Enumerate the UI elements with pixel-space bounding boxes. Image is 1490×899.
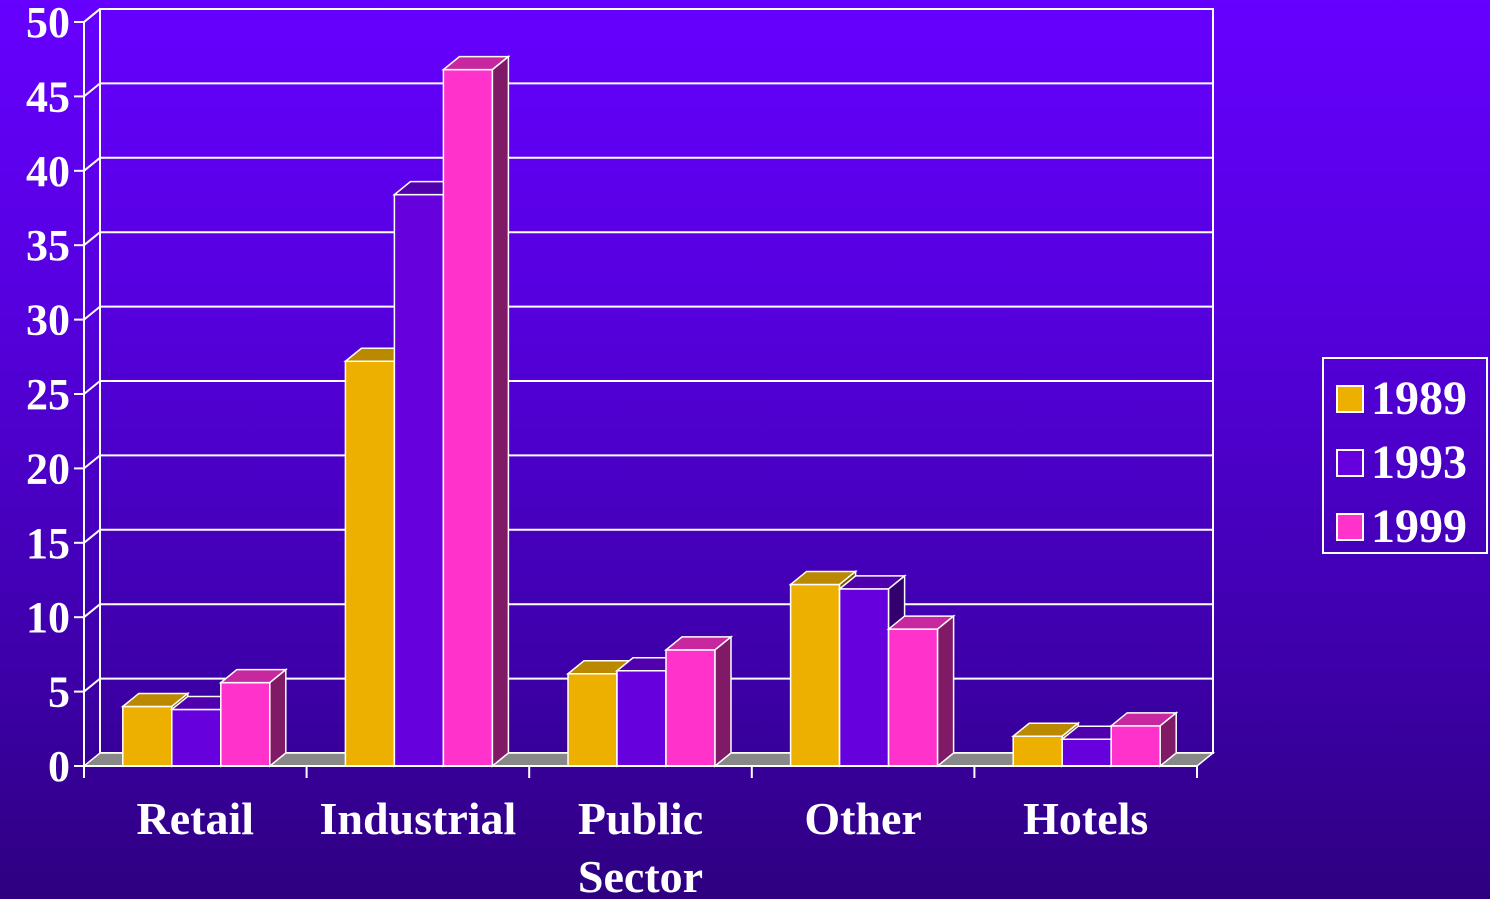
bar-side (1159, 711, 1177, 768)
gridline-side (83, 8, 101, 23)
bar-other-1999 (886, 614, 956, 768)
bar-front (122, 705, 173, 767)
legend-label-1999: 1999 (1371, 500, 1467, 553)
x-tick-label-line: Sector (578, 851, 703, 899)
x-tick-label-line: Industrial (319, 793, 516, 844)
bar-front (616, 670, 667, 767)
bar-front (171, 708, 222, 767)
grid-layer (83, 8, 1214, 754)
gridline-side (83, 380, 101, 395)
x-tick-label-line: Public (578, 793, 703, 844)
bar-front (1061, 738, 1112, 767)
gridline-side (83, 231, 101, 246)
bars-layer (120, 55, 1179, 768)
x-tick-label-retail: Retail (137, 793, 255, 844)
gridline-side (83, 82, 101, 98)
y-tick-label: 15 (26, 519, 70, 568)
x-tick-label-line: Other (804, 793, 922, 844)
legend-label-1993: 1993 (1371, 436, 1467, 489)
bar-hotels-1999 (1109, 711, 1179, 768)
y-tick-label: 25 (26, 370, 70, 419)
y-tick-label: 5 (48, 668, 70, 717)
bar-front (838, 588, 890, 767)
x-tick-label-line: Hotels (1023, 793, 1148, 844)
gridline-side (83, 603, 101, 618)
x-tick-label-public-sector: Public Sector (578, 793, 703, 899)
legend-box (1322, 357, 1488, 554)
gridline-side (83, 529, 101, 544)
y-tick-label: 0 (48, 742, 70, 791)
bar-side (491, 55, 510, 768)
y-tick-label: 40 (26, 147, 70, 196)
y-tick-label: 50 (26, 0, 70, 47)
legend-swatch-1999 (1336, 513, 1364, 541)
bar-front (442, 68, 494, 767)
gridline-side (83, 454, 101, 470)
y-tick-label: 35 (26, 221, 70, 270)
bar-front (887, 628, 939, 767)
y-tick-label: 30 (26, 296, 70, 345)
legend-label-1989: 1989 (1371, 372, 1467, 425)
bar-industrial-1999 (441, 55, 511, 768)
bar-front (344, 360, 396, 767)
bar-side (714, 635, 732, 768)
gridline-side (83, 157, 101, 172)
bar-retail-1999 (218, 668, 288, 768)
x-tick-label-hotels: Hotels (1023, 793, 1148, 844)
axis-layer: 0 5 10 15 20 25 30 35 40 45 50 Retail Industrial Publ… (26, 0, 1198, 899)
bar-side (269, 668, 287, 768)
bar-front (665, 649, 716, 767)
gridline-side (83, 677, 101, 693)
bar-front (220, 681, 271, 767)
bar-public-sector-1999 (663, 635, 734, 768)
y-tick-label: 20 (26, 444, 70, 493)
legend-swatch-1993 (1336, 449, 1364, 477)
bar-front (567, 672, 618, 767)
bar-front (1110, 725, 1161, 767)
bar-side (936, 614, 955, 768)
x-tick-label-other: Other (804, 793, 922, 844)
y-tick-label: 10 (26, 593, 70, 642)
x-tick-label-industrial: Industrial (319, 793, 516, 844)
bar-front (789, 583, 841, 767)
legend: 1989 1993 1999 (1322, 357, 1488, 554)
gridline-side (83, 305, 101, 321)
legend-swatch-1989 (1336, 385, 1364, 413)
y-tick-label: 45 (26, 72, 70, 121)
x-tick-label-line: Retail (137, 793, 255, 844)
bar-front (393, 193, 445, 767)
bar-front (1012, 735, 1063, 767)
